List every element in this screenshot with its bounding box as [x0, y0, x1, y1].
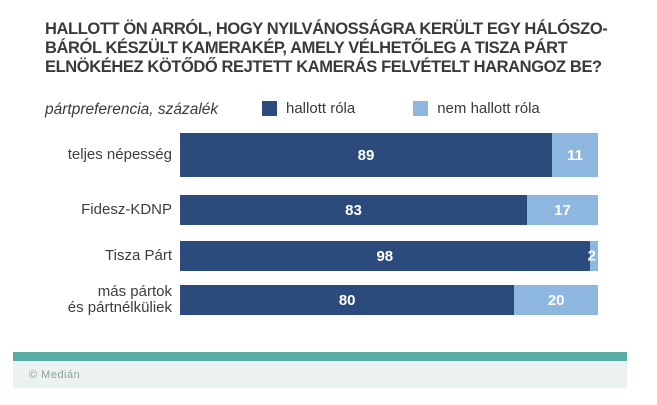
bar-row: teljes népesség 89 11 — [45, 133, 598, 177]
value-label: 89 — [357, 146, 375, 164]
legend-swatch-not-heard-icon — [413, 101, 429, 116]
chart-title-line-3: ELNÖKÉHEZ KÖTŐDŐ REJTETT KAMERÁS FELVÉTE… — [45, 58, 602, 76]
stacked-bar: 98 2 — [180, 241, 598, 271]
chart-title-line-2: BÁRÓL KÉSZÜLT KAMERAKÉP, AMELY VÉLHETŐLE… — [45, 39, 568, 57]
legend-item-heard: hallott róla — [262, 100, 355, 117]
category-label: más pártok és pártnélküliek — [67, 283, 172, 316]
category-label: Fidesz-KDNP — [81, 201, 172, 218]
value-label: 20 — [547, 291, 565, 309]
stacked-bar: 89 11 — [180, 133, 598, 177]
bar-segment-not-heard — [589, 241, 598, 271]
stacked-bar: 80 20 — [180, 285, 598, 315]
bar-segment-heard: 89 — [180, 133, 553, 177]
category-label: Tisza Párt — [105, 247, 172, 264]
bar-segment-not-heard: 11 — [552, 133, 598, 177]
credit-text: © Medián — [29, 368, 81, 381]
value-label: 98 — [376, 247, 394, 265]
value-label: 83 — [345, 201, 362, 219]
value-label: 2 — [587, 247, 596, 265]
bar-segment-heard: 98 — [180, 241, 590, 271]
legend-swatch-heard-icon — [262, 101, 277, 116]
bar-segment-not-heard: 17 — [526, 195, 598, 225]
footer: © Medián — [13, 361, 627, 388]
value-label: 11 — [567, 146, 583, 164]
legend: hallott róla nem hallott róla — [262, 100, 540, 117]
value-label: 80 — [338, 291, 356, 309]
stacked-bar-chart: teljes népesség 89 11 Fidesz-KDNP 83 17 Tisza … — [45, 133, 598, 316]
bar-segment-heard: 83 — [180, 195, 527, 225]
chart-title: HALLOTT ÖN ARRÓL, HOGY NYILVÁNOSSÁGRA KE… — [45, 20, 645, 77]
bar-segment-heard: 80 — [180, 285, 515, 315]
legend-label-not-heard: nem hallott róla — [437, 100, 540, 117]
footer-accent-bar — [13, 352, 627, 361]
bar-row: Tisza Párt 98 2 — [45, 241, 598, 271]
legend-label-heard: hallott róla — [286, 100, 356, 117]
bar-row: Fidesz-KDNP 83 17 — [45, 195, 598, 225]
bar-segment-not-heard: 20 — [514, 285, 598, 315]
chart-subtitle: pártpreferencia, százalék — [45, 101, 219, 118]
legend-item-not-heard: nem hallott róla — [413, 100, 540, 117]
value-label: 17 — [554, 201, 571, 219]
chart-title-line-1: HALLOTT ÖN ARRÓL, HOGY NYILVÁNOSSÁGRA KE… — [45, 20, 608, 38]
stacked-bar: 83 17 — [180, 195, 598, 225]
category-label: teljes népesség — [67, 146, 172, 163]
bar-row: más pártok és pártnélküliek 80 20 — [45, 283, 598, 316]
